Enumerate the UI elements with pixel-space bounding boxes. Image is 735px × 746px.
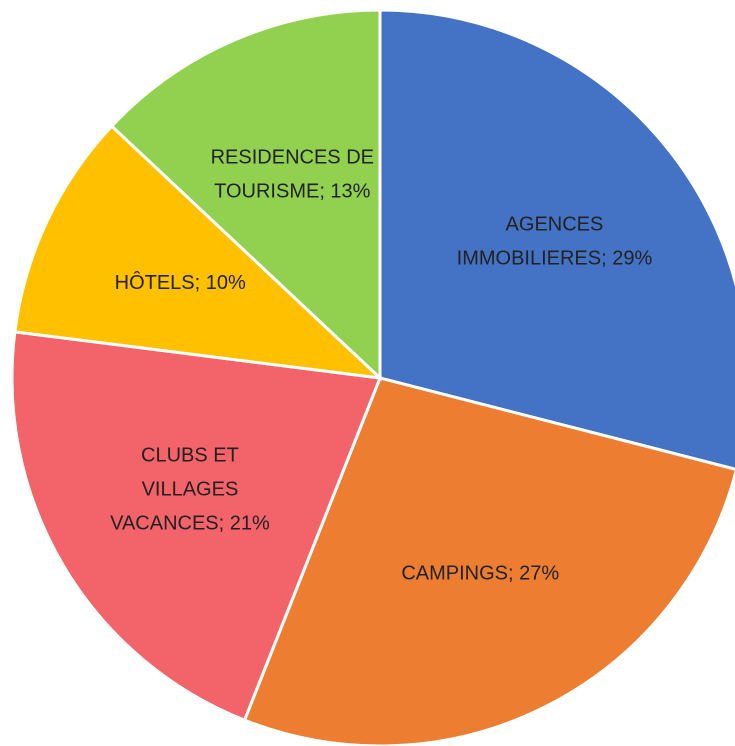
data-label: HÔTELS; 10%	[115, 271, 246, 294]
pie-slice	[10, 330, 383, 723]
pie-slice	[242, 376, 735, 746]
data-label: RESIDENCES DE TOURISME; 13%	[211, 147, 374, 203]
data-label: AGENCES IMMOBILIERES; 29%	[457, 214, 653, 270]
data-label: CAMPINGS; 27%	[401, 563, 559, 585]
data-label: CLUBS ET VILLAGES VACANCES; 21%	[110, 445, 270, 535]
pie-slice	[109, 8, 382, 382]
pie-slice	[13, 123, 385, 381]
pie-slice	[378, 8, 735, 471]
